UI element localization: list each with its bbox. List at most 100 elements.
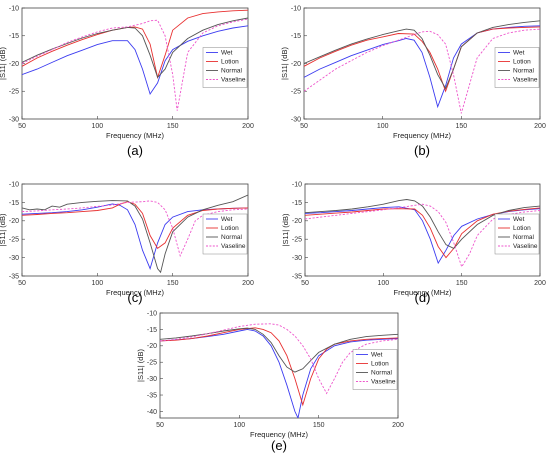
series-line-normal — [22, 17, 248, 79]
legend-box — [202, 47, 248, 88]
series-line-vaseline — [305, 203, 540, 268]
legend: Wet Lotion Normal Vaseline — [202, 213, 248, 255]
series-line-vaseline — [22, 200, 248, 258]
series-line-vaseline — [160, 323, 398, 395]
y-tick-label: -25 — [292, 237, 302, 244]
x-tick-label: 200 — [392, 422, 404, 429]
y-tick-label: -30 — [147, 376, 157, 383]
y-axis-label: |S11| (dB) — [280, 47, 289, 80]
x-tick-label: 100 — [377, 280, 389, 287]
y-tick-label: -15 — [147, 327, 157, 334]
x-tick-label: 100 — [91, 280, 103, 287]
legend: Wet Lotion Normal Vaseline — [494, 47, 540, 88]
y-tick-label: -10 — [147, 310, 157, 317]
y-tick-label: -10 — [291, 5, 301, 12]
y-tick-label: -30 — [291, 116, 301, 123]
series-line-normal — [304, 20, 540, 90]
y-tick-label: -15 — [9, 200, 19, 207]
panel-label: (b) — [414, 143, 430, 158]
panel-label: (d) — [415, 290, 431, 305]
x-axis-label: Frequency (MHz) — [106, 288, 164, 297]
legend-entry: Normal — [221, 68, 243, 75]
series-line-lotion — [305, 207, 540, 259]
x-tick-label: 200 — [534, 123, 546, 130]
legend-entry: Lotion — [371, 361, 389, 368]
y-tick-label: -10 — [9, 181, 19, 188]
legend-entry: Normal — [513, 68, 535, 75]
legend-entry: Vaseline — [221, 77, 246, 84]
legend-box — [352, 349, 398, 390]
legend-entry: Vaseline — [371, 379, 396, 386]
series-line-lotion — [304, 26, 540, 93]
series-line-lotion — [160, 327, 398, 407]
legend: Wet Lotion Normal Vaseline — [352, 349, 398, 390]
x-tick-label: 50 — [301, 280, 309, 287]
x-tick-label: 150 — [455, 123, 467, 130]
legend: Wet Lotion Normal Vaseline — [202, 47, 248, 88]
y-axis-label: |S11| (dB) — [0, 47, 7, 80]
legend-entry: Lotion — [221, 59, 239, 66]
x-tick-label: 100 — [91, 123, 103, 130]
legend-entry: Normal — [221, 234, 243, 241]
legend-box — [494, 47, 540, 88]
legend-entry: Wet — [221, 50, 233, 57]
y-tick-label: -30 — [9, 116, 19, 123]
series-line-normal — [305, 199, 540, 249]
y-tick-label: -20 — [9, 218, 19, 225]
panel-label: (a) — [127, 143, 143, 158]
y-tick-label: -30 — [292, 255, 302, 262]
panel-label: (c) — [127, 290, 142, 305]
x-axis-label: Frequency (MHz) — [394, 288, 452, 297]
panel-label: (e) — [271, 438, 287, 453]
x-tick-label: 200 — [242, 280, 254, 287]
legend-box — [494, 213, 540, 255]
legend-box — [202, 213, 248, 255]
legend-entry: Wet — [371, 352, 383, 359]
series-line-wet — [160, 328, 398, 418]
legend-entry: Normal — [371, 370, 393, 377]
y-tick-label: -35 — [292, 273, 302, 280]
x-axis-label: Frequency (MHz) — [250, 430, 308, 439]
x-tick-label: 50 — [156, 422, 164, 429]
y-tick-label: -15 — [9, 33, 19, 40]
chart-panel-3: 50 100 150 200 -35 -30 -25 -20 -15 -10 Frequency (… — [281, 181, 546, 305]
series-line-normal — [22, 194, 248, 274]
y-tick-label: -35 — [9, 273, 19, 280]
y-tick-label: -25 — [9, 89, 19, 96]
x-tick-label: 200 — [534, 280, 546, 287]
legend-entry: Lotion — [221, 225, 239, 232]
series-line-wet — [22, 25, 248, 96]
legend-entry: Normal — [513, 234, 535, 241]
x-tick-label: 50 — [18, 280, 26, 287]
x-tick-label: 150 — [313, 422, 325, 429]
y-tick-label: -10 — [9, 5, 19, 12]
legend-entry: Wet — [221, 216, 233, 223]
y-tick-label: -25 — [147, 360, 157, 367]
series-line-lotion — [22, 9, 248, 80]
legend-entry: Vaseline — [513, 77, 538, 84]
y-tick-label: -35 — [147, 392, 157, 399]
legend-entry: Wet — [513, 50, 525, 57]
x-tick-label: 150 — [167, 280, 179, 287]
y-tick-label: -10 — [292, 181, 302, 188]
x-tick-label: 100 — [377, 123, 389, 130]
chart-panel-2: 50 100 150 200 -35 -30 -25 -20 -15 -10 Frequency (… — [0, 181, 254, 305]
y-tick-label: -20 — [291, 61, 301, 68]
y-tick-label: -20 — [9, 61, 19, 68]
legend: Wet Lotion Normal Vaseline — [494, 213, 540, 255]
y-axis-label: |S11| (dB) — [136, 349, 145, 382]
x-tick-label: 200 — [242, 123, 254, 130]
x-axis-label: Frequency (MHz) — [393, 131, 451, 140]
y-tick-label: -40 — [147, 409, 157, 416]
series-line-wet — [22, 203, 248, 270]
chart-panel-0: 50 100 150 200 -30 -25 -20 -15 -10 Frequency (MHz… — [0, 5, 254, 158]
y-tick-label: -25 — [291, 89, 301, 96]
y-tick-label: -25 — [9, 237, 19, 244]
legend-entry: Lotion — [513, 59, 531, 66]
legend-entry: Vaseline — [221, 243, 246, 250]
y-axis-label: |S11| (dB) — [0, 213, 7, 246]
y-tick-label: -15 — [291, 33, 301, 40]
x-tick-label: 50 — [300, 123, 308, 130]
y-tick-label: -20 — [147, 343, 157, 350]
